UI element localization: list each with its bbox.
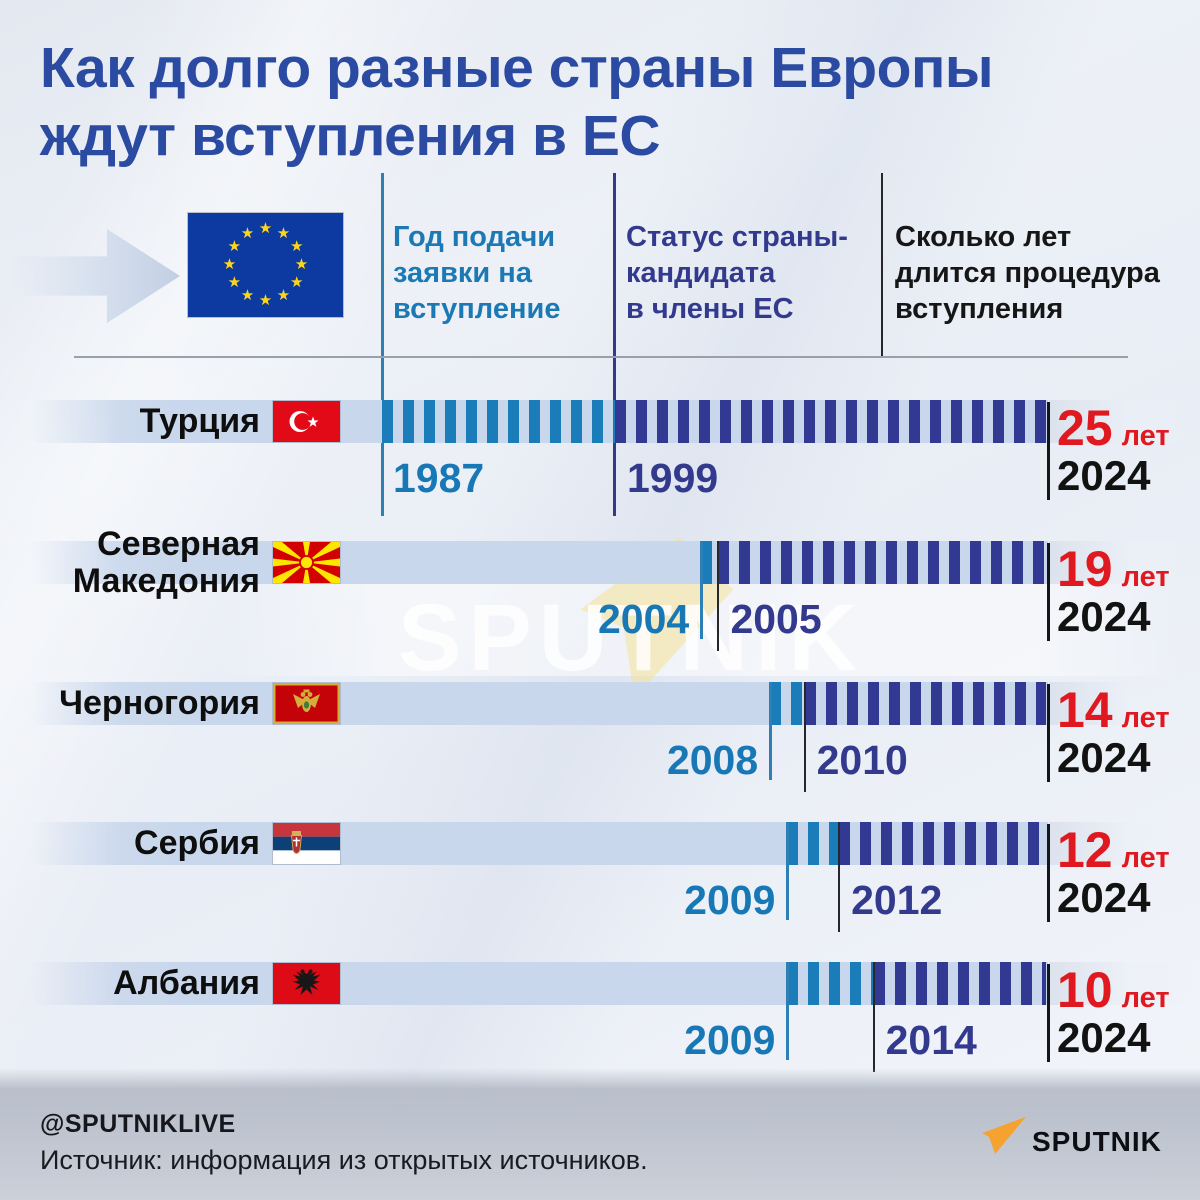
duration-label: 14 лет	[1057, 685, 1170, 735]
end-year-line	[1047, 543, 1050, 641]
timeline-track-tail	[1049, 962, 1199, 1005]
duration-label: 19 лет	[1057, 544, 1170, 594]
flag-serbia-icon	[273, 823, 340, 864]
candidate-year-label: 2010	[816, 737, 908, 783]
country-label: Северная Македония	[72, 524, 260, 600]
eu-star-icon: ★	[227, 238, 242, 255]
duration-unit: лет	[1121, 420, 1170, 452]
watermark-text: SPUTNIK	[398, 585, 864, 691]
eu-star-icon: ★	[258, 220, 273, 237]
candidate-year-line	[838, 822, 841, 932]
eu-star-icon: ★	[289, 274, 304, 291]
end-year-label: 2024	[1057, 734, 1151, 781]
candidate-period-segment	[718, 541, 1046, 584]
candidate-year-line	[717, 541, 720, 651]
end-year-line	[1047, 824, 1050, 922]
candidate-year-label: 2005	[730, 596, 822, 642]
applied-year-label: 2004	[597, 596, 690, 642]
country-label: Черногория	[59, 684, 260, 722]
page-title: Как долго разные страны Европы ждут всту…	[40, 36, 994, 168]
divider-applied-line	[381, 173, 384, 516]
duration-unit: лет	[1121, 982, 1170, 1014]
country-label: Турция	[139, 402, 260, 440]
applied-year-line	[700, 541, 704, 639]
end-year-label: 2024	[1057, 452, 1151, 499]
duration-unit: лет	[1121, 702, 1170, 734]
applied-year-label: 2009	[684, 1017, 776, 1063]
applied-period-segment	[382, 400, 615, 443]
end-year-label: 2024	[1057, 593, 1151, 640]
eu-star-icon: ★	[240, 287, 255, 305]
duration-unit: лет	[1121, 561, 1170, 593]
duration-value: 25	[1057, 400, 1113, 456]
end-year-line	[1047, 964, 1050, 1062]
eu-star-icon: ★	[289, 238, 304, 255]
duration-value: 19	[1057, 541, 1113, 597]
flag-albania-icon	[273, 963, 340, 1004]
candidate-year-label: 2014	[885, 1017, 977, 1063]
candidate-period-segment	[804, 682, 1046, 725]
eu-star-icon: ★	[227, 274, 242, 291]
footer-source: Источник: информация из открытых источни…	[40, 1145, 648, 1175]
timeline-track-tail	[1049, 400, 1199, 443]
divider-duration-line	[881, 173, 883, 358]
sputnik-logo-text: SPUTNIK	[1032, 1126, 1162, 1157]
candidate-year-line	[872, 962, 875, 1072]
eu-star-icon: ★	[294, 256, 309, 273]
eu-star-icon: ★	[222, 256, 237, 273]
applied-period-segment	[701, 541, 719, 584]
eu-star-icon: ★	[276, 224, 291, 242]
flag-montenegro-icon	[273, 683, 340, 724]
duration-label: 25 лет	[1057, 403, 1170, 453]
end-year-label: 2024	[1057, 1014, 1151, 1061]
candidate-year-label: 1999	[627, 455, 719, 501]
watermark-band	[0, 580, 1200, 676]
applied-year-line	[769, 682, 773, 780]
duration-label: 12 лет	[1057, 825, 1170, 875]
candidate-period-segment	[615, 400, 1046, 443]
end-year-line	[1047, 402, 1050, 500]
duration-value: 12	[1057, 822, 1113, 878]
eu-flag-icon: ★ ★ ★ ★ ★ ★ ★ ★ ★ ★ ★ ★	[188, 213, 343, 317]
duration-unit: лет	[1121, 842, 1170, 874]
eu-star-icon: ★	[276, 287, 291, 305]
timeline-track-tail	[1049, 682, 1199, 725]
applied-year-line	[786, 822, 790, 920]
legend-applied-label: Год подачи заявки на вступление	[393, 221, 561, 325]
applied-period-segment	[770, 682, 805, 725]
candidate-period-segment	[839, 822, 1046, 865]
country-label: Сербия	[134, 824, 260, 862]
timeline-track-tail	[1049, 541, 1199, 584]
duration-value: 14	[1057, 682, 1113, 738]
applied-year-line	[786, 962, 790, 1060]
candidate-year-label: 2012	[851, 877, 943, 923]
flag-north-macedonia-icon	[273, 542, 340, 583]
legend-candidate-label: Статус страны- кандидата в члены ЕС	[626, 221, 848, 325]
divider-candidate-line	[613, 173, 616, 516]
applied-period-segment	[787, 962, 874, 1005]
timeline-track-tail	[1049, 822, 1199, 865]
candidate-period-segment	[873, 962, 1046, 1005]
end-year-line	[1047, 684, 1050, 782]
flag-turkey-icon	[273, 401, 340, 442]
duration-value: 10	[1057, 962, 1113, 1018]
applied-year-label: 2009	[684, 877, 776, 923]
footer-handle: @SPUTNIKLIVE	[40, 1110, 236, 1138]
eu-star-icon: ★	[258, 292, 273, 309]
applied-year-label: 2008	[666, 737, 759, 783]
header-rule	[74, 356, 1128, 358]
candidate-year-line	[803, 682, 806, 792]
applied-year-label: 1987	[393, 455, 485, 501]
end-year-label: 2024	[1057, 874, 1151, 921]
country-label: Албания	[113, 964, 260, 1002]
duration-label: 10 лет	[1057, 965, 1170, 1015]
eu-star-icon: ★	[240, 224, 255, 242]
applied-period-segment	[787, 822, 840, 865]
legend-duration-label: Сколько лет длится процедура вступления	[895, 221, 1160, 325]
